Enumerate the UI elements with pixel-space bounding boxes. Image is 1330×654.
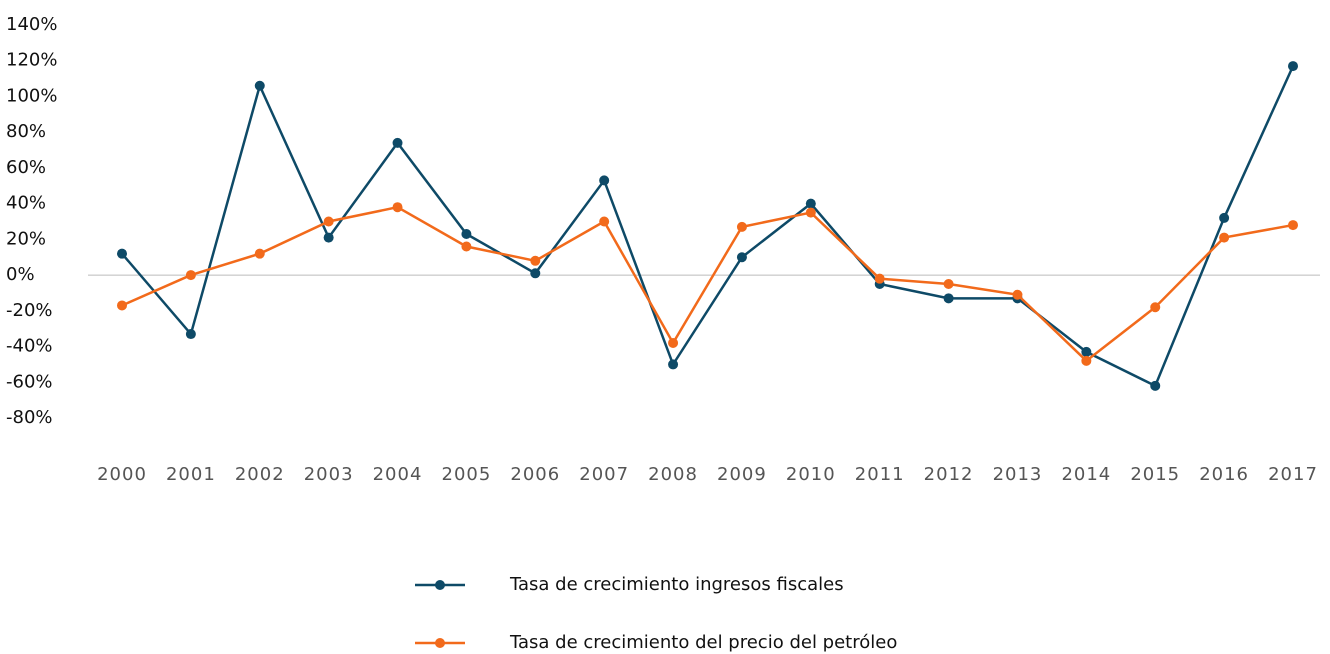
point xyxy=(1081,346,1092,357)
y-tick-label: -20% xyxy=(6,300,53,321)
x-tick-label: 2005 xyxy=(442,464,492,485)
legend-marker xyxy=(435,580,445,590)
point xyxy=(599,175,610,186)
x-tick-label: 2001 xyxy=(166,464,216,485)
y-tick-label: 60% xyxy=(6,157,46,178)
y-tick-label: 80% xyxy=(6,121,46,142)
point xyxy=(254,248,265,259)
y-tick-label: 0% xyxy=(6,264,35,285)
point xyxy=(1081,355,1092,366)
point xyxy=(599,216,610,227)
point xyxy=(185,329,196,340)
y-tick-label: 140% xyxy=(6,14,57,35)
y-tick-label: -60% xyxy=(6,371,53,392)
point xyxy=(461,241,472,252)
point xyxy=(1150,302,1161,313)
point xyxy=(1150,380,1161,391)
x-tick-label: 2007 xyxy=(579,464,629,485)
legend-label: Tasa de crecimiento del precio del petró… xyxy=(509,632,897,653)
point xyxy=(943,279,954,290)
point xyxy=(805,198,816,209)
point xyxy=(117,248,127,259)
x-tick-label: 2000 xyxy=(97,464,147,485)
point xyxy=(117,300,127,311)
point xyxy=(530,268,541,279)
x-tick-label: 2014 xyxy=(1061,464,1111,485)
x-tick-label: 2004 xyxy=(373,464,423,485)
x-tick-label: 2017 xyxy=(1268,464,1318,485)
point xyxy=(874,273,885,284)
x-tick-label: 2009 xyxy=(717,464,767,485)
y-tick-label: 20% xyxy=(6,228,46,249)
point xyxy=(392,137,403,148)
x-tick-label: 2016 xyxy=(1199,464,1249,485)
y-tick-label: 40% xyxy=(6,193,46,214)
point xyxy=(530,255,541,266)
point xyxy=(668,359,679,370)
point xyxy=(1288,61,1298,72)
point xyxy=(668,337,679,348)
point xyxy=(736,221,747,232)
point xyxy=(736,252,747,263)
x-tick-label: 2003 xyxy=(304,464,354,485)
point xyxy=(323,232,334,243)
y-tick-label: -80% xyxy=(6,407,53,428)
point xyxy=(392,202,403,213)
point xyxy=(461,229,472,240)
legend-label: Tasa de crecimiento ingresos fiscales xyxy=(509,574,844,595)
x-tick-label: 2011 xyxy=(855,464,905,485)
series-line xyxy=(121,65,1295,388)
series-line xyxy=(121,205,1294,363)
point xyxy=(943,293,954,304)
y-tick-label: 120% xyxy=(6,50,57,71)
point xyxy=(1012,289,1023,300)
x-tick-label: 2002 xyxy=(235,464,285,485)
x-tick-label: 2008 xyxy=(648,464,698,485)
x-tick-label: 2006 xyxy=(510,464,560,485)
point xyxy=(805,207,816,218)
y-tick-label: -40% xyxy=(6,336,53,357)
point xyxy=(1219,212,1230,223)
point xyxy=(185,270,196,281)
legend-marker xyxy=(435,638,445,648)
x-tick-label: 2015 xyxy=(1130,464,1180,485)
point xyxy=(323,216,334,227)
point xyxy=(1219,232,1230,243)
x-tick-label: 2012 xyxy=(924,464,974,485)
point xyxy=(254,80,265,91)
y-tick-label: 100% xyxy=(6,85,57,106)
x-tick-label: 2013 xyxy=(993,464,1043,485)
point xyxy=(1288,220,1298,231)
x-tick-label: 2010 xyxy=(786,464,836,485)
